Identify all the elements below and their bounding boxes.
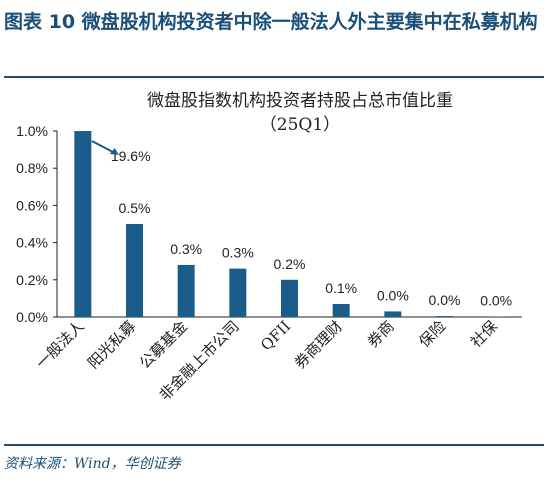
data-label: 0.3% [170,241,202,257]
data-label: 0.5% [119,200,151,216]
bar [281,279,298,317]
category-label: 阳光私募 [84,317,139,372]
figure-title: 图表 10 微盘股机构投资者中除一般法人外主要集中在私募机构 [4,11,538,33]
data-label: 0.3% [222,245,254,261]
chart-subtitle: （25Q1） [260,115,340,135]
bar [487,316,505,317]
category-label: 保险 [415,317,449,351]
source-note: 资料来源：Wind，华创证券 [4,456,181,472]
bar [74,131,92,317]
y-tick-label: 0.4% [16,235,48,251]
bar [126,224,143,317]
data-label: 0.0% [429,292,461,308]
y-tick-label: 0.2% [16,272,48,288]
bar [229,268,247,317]
bar-chart: 微盘股指数机构投资者持股占总市值比重 （25Q1） 0.0% 0.2% 0.4% 0.… [16,91,522,404]
category-label: QFII [257,317,294,354]
bar [384,311,402,317]
data-label: 0.1% [325,280,357,296]
category-label: 一般法人 [32,317,87,372]
y-tick-label: 0.8% [16,160,48,176]
bar [436,316,453,317]
source-rule [4,444,544,446]
chart-title: 微盘股指数机构投资者持股占总市值比重 [147,91,453,111]
category-label: 券商理财 [291,317,346,372]
data-label: 0.2% [274,256,306,272]
y-tick-label: 1.0% [16,123,48,139]
y-tick-label: 0.6% [16,197,48,213]
bar [332,303,350,317]
title-rule [4,76,544,78]
callout-arrow [91,140,116,154]
data-label: 0.0% [480,292,512,308]
callout-arrow-head [109,148,119,155]
data-label: 0.0% [377,287,409,303]
category-label: 社保 [467,317,501,351]
data-label: 19.6% [111,148,151,164]
category-label: 券商 [364,317,398,351]
y-tick-label: 0.0% [16,309,48,325]
bar [177,264,195,317]
bars: 19.6% 0.5% 0.3% 0.3% 0.2% 0.1% 0.0% 0.0% 0.0% [74,131,512,317]
